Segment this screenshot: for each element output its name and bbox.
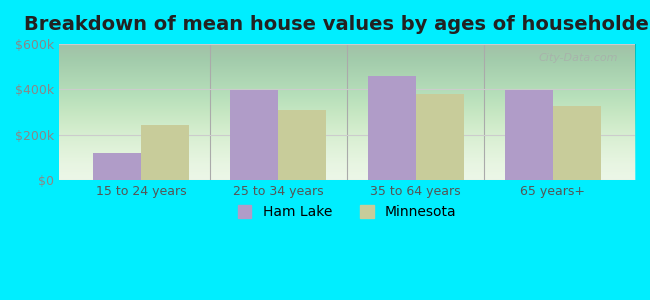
Text: City-Data.com: City-Data.com xyxy=(538,53,617,63)
Bar xyxy=(415,94,463,180)
Bar xyxy=(93,153,141,180)
Bar xyxy=(552,106,601,180)
Bar xyxy=(367,76,415,180)
Bar xyxy=(504,90,552,180)
Legend: Ham Lake, Minnesota: Ham Lake, Minnesota xyxy=(232,200,462,225)
Bar xyxy=(278,110,326,180)
Title: Breakdown of mean house values by ages of householders: Breakdown of mean house values by ages o… xyxy=(24,15,650,34)
Bar xyxy=(230,90,278,180)
Bar xyxy=(141,124,189,180)
